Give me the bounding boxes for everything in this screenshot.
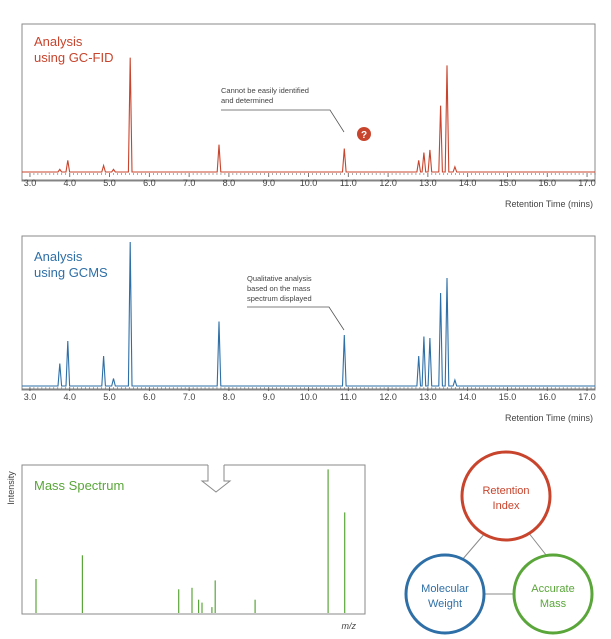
x-tick-label: 7.0	[183, 178, 196, 188]
gcms-leader-line	[247, 306, 345, 331]
gc-fid-trace	[22, 57, 595, 173]
gcms-panel: Analysis using GCMS Qualitative analysis…	[21, 235, 596, 423]
question-mark-label: ?	[361, 130, 367, 141]
x-tick-label: 13.0	[419, 392, 437, 402]
x-tick-label: 11.0	[340, 178, 357, 188]
gcms-title-line1: Analysis	[34, 249, 83, 264]
x-tick-label: 3.0	[24, 392, 37, 402]
x-tick-label: 9.0	[262, 178, 275, 188]
x-tick-label: 15.0	[499, 178, 517, 188]
x-tick-label: 9.0	[262, 392, 275, 402]
x-tick-label: 4.0	[63, 392, 76, 402]
x-tick-label: 10.0	[300, 178, 318, 188]
x-tick-label: 5.0	[103, 178, 116, 188]
x-tick-label: 16.0	[538, 178, 556, 188]
x-tick-label: 10.0	[300, 392, 318, 402]
gcms-annotation-line2: based on the mass	[247, 284, 311, 293]
gc-fid-x-axis-label: Retention Time (mins)	[505, 199, 593, 209]
x-tick-label: 8.0	[223, 392, 236, 402]
gcms-title-line2: using GCMS	[34, 265, 108, 280]
gc-fid-panel: Analysis using GC-FID Cannot be easily i…	[21, 23, 596, 209]
mass-spectrum-panel: Mass Spectrum Intensity m/z	[6, 464, 366, 631]
retention-index-circle	[460, 450, 552, 542]
x-tick-label: 15.0	[499, 392, 517, 402]
x-tick-label: 4.0	[63, 178, 76, 188]
x-tick-label: 7.0	[183, 392, 196, 402]
gcms-annotation-line1: Qualitative analysis	[247, 274, 312, 283]
gcms-x-axis-label: Retention Time (mins)	[505, 413, 593, 423]
x-tick-label: 5.0	[103, 392, 116, 402]
molecular-weight-circle	[404, 553, 486, 635]
gc-fid-annotation-line2: and determined	[221, 96, 273, 105]
x-tick-label: 6.0	[143, 178, 156, 188]
gcms-trace	[22, 241, 595, 387]
gc-fid-leader-line	[221, 109, 345, 133]
x-tick-label: 17.0	[578, 392, 596, 402]
accurate-mass-label-line1: Accurate	[531, 583, 574, 595]
gc-fid-frame	[21, 23, 596, 182]
retention-index-label-line1: Retention	[482, 485, 529, 497]
molecular-weight-label-line2: Weight	[428, 598, 462, 610]
mass-spectrum-x-label: m/z	[342, 621, 357, 631]
x-tick-label: 16.0	[538, 392, 556, 402]
gcms-x-ticks: 3.0 4.0 5.0 6.0 7.0 8.0 9.0 10.0 11.0 12.0 13.0 14.…	[24, 387, 596, 402]
mass-spectrum-frame	[21, 464, 366, 615]
retention-index-label-line2: Index	[493, 500, 520, 512]
x-tick-label: 12.0	[379, 178, 397, 188]
gc-fid-annotation-line1: Cannot be easily identified	[221, 86, 309, 95]
mass-spectrum-y-label: Intensity	[6, 471, 16, 505]
molecular-weight-label-line1: Molecular	[421, 583, 469, 595]
accurate-mass-circle	[512, 553, 594, 635]
x-tick-label: 8.0	[223, 178, 236, 188]
gcms-frame	[21, 235, 596, 391]
gc-fid-title-line2: using GC-FID	[34, 50, 113, 65]
gcms-annotation-line3: spectrum displayed	[247, 294, 312, 303]
x-tick-label: 3.0	[24, 178, 37, 188]
x-tick-label: 6.0	[143, 392, 156, 402]
mass-spectrum-sticks	[35, 469, 346, 613]
x-tick-label: 11.0	[340, 392, 357, 402]
x-tick-label: 13.0	[419, 178, 437, 188]
mass-spectrum-title: Mass Spectrum	[34, 478, 124, 493]
identification-triangle: Retention Index Molecular Weight Accurat…	[404, 450, 594, 635]
question-mark-badge-icon: ?	[357, 127, 371, 141]
x-tick-label: 17.0	[578, 178, 596, 188]
gc-fid-title-line1: Analysis	[34, 34, 83, 49]
gc-fid-x-ticks: 3.0 4.0 5.0 6.0 7.0 8.0 9.0 10.0 11.0 12.0 13.0 14.…	[24, 173, 596, 188]
x-tick-label: 14.0	[459, 392, 477, 402]
connector-top-left	[461, 531, 487, 561]
down-arrow-icon	[200, 465, 232, 493]
accurate-mass-label-line2: Mass	[540, 598, 567, 610]
x-tick-label: 12.0	[379, 392, 397, 402]
x-tick-label: 14.0	[459, 178, 477, 188]
